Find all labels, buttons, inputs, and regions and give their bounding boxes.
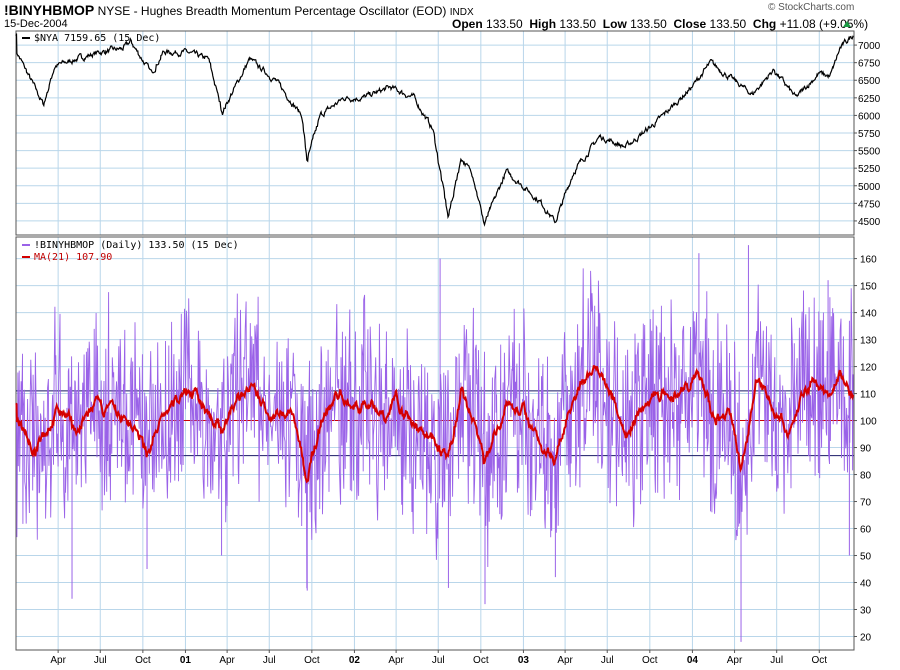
- osc-ytick-label-140: 140: [860, 309, 877, 320]
- high-value: 133.50: [559, 17, 597, 31]
- oscillator-y-ticks: 20 30 40 50 60 70 80 90 100 110 120 130 140 150 160: [854, 255, 877, 644]
- low-value: 133.50: [630, 17, 667, 31]
- osc-ytick-label-160: 160: [860, 255, 877, 266]
- oscillator-series-line: [15, 268, 854, 589]
- xtick-label-2000-04-01: Apr: [50, 655, 66, 666]
- osc-ytick-label-100: 100: [860, 417, 877, 428]
- osc-ytick-label-80: 80: [860, 471, 872, 482]
- high-label: High: [529, 17, 557, 31]
- collapse-arrow-icon[interactable]: [843, 21, 851, 27]
- osc-ytick-label-90: 90: [860, 444, 872, 455]
- xtick-label-2003-01-01: 03: [518, 655, 530, 666]
- osc-ytick-label-50: 50: [860, 552, 872, 563]
- xtick-label-2004-10-01: Oct: [811, 655, 827, 666]
- low-label: Low: [602, 17, 627, 31]
- price-ytick-label-7000: 7000: [858, 41, 881, 52]
- osc-ytick-label-30: 30: [860, 606, 872, 617]
- chart-date: 15-Dec-2004: [4, 18, 68, 30]
- ohlc-bar: Open 133.50 High 133.50 Low 133.50 Close…: [452, 17, 868, 31]
- price-ytick-label-6250: 6250: [858, 94, 881, 105]
- chg-label: Chg: [752, 17, 777, 31]
- price-legend-text: $NYA 7159.65 (15 Dec): [34, 33, 160, 44]
- osc-ytick-label-40: 40: [860, 579, 872, 590]
- x-axis-ticks: Apr Jul Oct 01 Apr Jul Oct 02 Apr Jul Oct 03 Apr Jul O…: [50, 650, 827, 666]
- osc-legend-text: !BINYHBMOP (Daily) 133.50 (15 Dec): [34, 240, 239, 251]
- xtick-label-2002-10-01: Oct: [473, 655, 489, 666]
- price-ytick-label-6000: 6000: [858, 111, 881, 122]
- xtick-label-2002-04-01: Apr: [388, 655, 404, 666]
- osc-ytick-label-110: 110: [860, 390, 876, 401]
- chg-value: +11.08 (+9.05%): [779, 17, 869, 31]
- chart-title: NYSE - Hughes Breadth Momentum Percentag…: [97, 4, 447, 18]
- price-ytick-label-5500: 5500: [858, 147, 881, 158]
- xtick-label-2003-10-01: Oct: [642, 655, 658, 666]
- price-ytick-label-5750: 5750: [858, 129, 881, 140]
- open-value: 133.50: [486, 17, 523, 31]
- xtick-label-2004-07-01: Jul: [770, 655, 783, 666]
- xtick-label-2002-07-01: Jul: [432, 655, 445, 666]
- ma-legend-text: MA(21) 107.90: [34, 252, 112, 263]
- osc-ytick-label-70: 70: [860, 498, 872, 509]
- grid-lines: [16, 31, 854, 650]
- index-tag: INDX: [449, 7, 474, 18]
- xtick-label-2000-10-01: Oct: [135, 655, 151, 666]
- price-ytick-label-5000: 5000: [858, 182, 881, 193]
- price-ytick-label-5250: 5250: [858, 164, 881, 175]
- oscillator-panel-frame: [15, 236, 855, 651]
- osc-ytick-label-150: 150: [860, 282, 877, 293]
- osc-ytick-label-120: 120: [860, 363, 877, 374]
- xtick-label-2004-04-01: Apr: [727, 655, 743, 666]
- close-label: Close: [673, 17, 707, 31]
- xtick-label-2004-01-01: 04: [687, 655, 699, 666]
- price-ytick-label-4500: 4500: [858, 217, 881, 228]
- price-ytick-label-6500: 6500: [858, 76, 881, 87]
- osc-ytick-label-130: 130: [860, 336, 877, 347]
- chart-header: !BINYHBMOP NYSE - Hughes Breadth Momentu…: [4, 2, 474, 18]
- xtick-label-2003-04-01: Apr: [557, 655, 573, 666]
- price-ytick-label-4750: 4750: [858, 199, 881, 210]
- nya-price-line: [15, 33, 854, 227]
- osc-ytick-label-20: 20: [860, 633, 872, 644]
- xtick-label-2002-01-01: 02: [349, 655, 361, 666]
- xtick-label-2001-07-01: Jul: [263, 655, 276, 666]
- open-label: Open: [452, 17, 483, 31]
- xtick-label-2000-07-01: Jul: [94, 655, 107, 666]
- osc-ytick-label-60: 60: [860, 525, 872, 536]
- price-y-ticks: 4500 4750 5000 5250 5500 5750 6000 6250 6500 6750…: [854, 41, 881, 228]
- price-ytick-label-6750: 6750: [858, 59, 881, 70]
- close-value: 133.50: [709, 17, 747, 31]
- xtick-label-2001-10-01: Oct: [304, 655, 320, 666]
- brand-watermark: © StockCharts.com: [768, 2, 855, 13]
- oscillator-spikes: [71, 245, 850, 642]
- xtick-label-2001-01-01: 01: [180, 655, 192, 666]
- symbol-label: !BINYHBMOP: [4, 2, 95, 18]
- xtick-label-2003-07-01: Jul: [601, 655, 614, 666]
- ma-series-line: [15, 365, 855, 484]
- xtick-label-2001-04-01: Apr: [219, 655, 235, 666]
